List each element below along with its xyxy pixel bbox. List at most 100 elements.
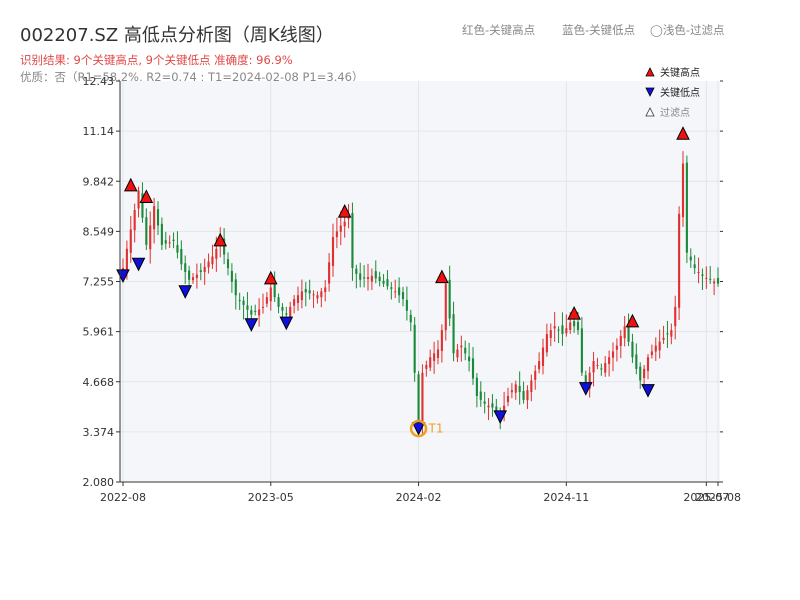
candle-body xyxy=(421,372,424,425)
candle-body xyxy=(238,300,241,302)
candle-body xyxy=(188,270,191,280)
candle-body xyxy=(456,349,459,358)
quality-summary: 优质：否（R1=58.2%, R2=0.74 ; T1=2024-02-08 P… xyxy=(20,70,364,84)
candle-body xyxy=(293,299,296,306)
candle-body xyxy=(153,206,156,230)
t1-label: T1 xyxy=(428,422,444,436)
candle-body xyxy=(670,330,673,337)
candles xyxy=(121,151,720,435)
key-high-marker xyxy=(625,313,640,328)
candle-body xyxy=(316,295,319,299)
candle-body xyxy=(569,322,572,331)
key-low-marker xyxy=(411,422,426,436)
candle-body xyxy=(596,364,599,366)
key-low-marker xyxy=(178,285,193,299)
candle-body xyxy=(697,272,700,274)
top-legend-filtered[interactable]: ◯浅色-过滤点 xyxy=(650,23,725,37)
candle-body xyxy=(265,297,268,304)
candle-body xyxy=(576,321,580,331)
candle-body xyxy=(312,294,315,296)
candle-body xyxy=(518,385,521,393)
candle-body xyxy=(573,321,576,327)
candle-body xyxy=(678,213,681,308)
candle-body xyxy=(514,384,517,393)
candle-body xyxy=(646,357,650,371)
candle-body xyxy=(510,390,513,393)
candle-body xyxy=(526,390,529,401)
legend-filtered-icon xyxy=(645,107,655,117)
candle-body xyxy=(230,270,233,282)
candle-body xyxy=(156,209,160,226)
legend-high-icon xyxy=(645,67,655,77)
candle-body xyxy=(530,380,533,393)
key-low-marker xyxy=(279,316,294,331)
x-tick-label: 2024-11 xyxy=(543,491,589,504)
candle-body xyxy=(211,256,214,265)
candle-body xyxy=(308,290,311,294)
candle-body xyxy=(370,275,373,282)
x-tick-label: 2025-07 xyxy=(683,491,729,504)
candle-body xyxy=(705,277,708,279)
candle-body xyxy=(324,287,327,292)
candle-body xyxy=(635,354,638,369)
y-tick-label: 12.43 xyxy=(83,75,115,88)
candle-body xyxy=(273,284,276,298)
candle-body xyxy=(160,223,163,245)
y-tick-label: 4.668 xyxy=(83,376,115,389)
candle-body xyxy=(674,306,677,327)
candle-body xyxy=(191,277,195,281)
candle-body xyxy=(433,353,436,361)
candle-body xyxy=(382,280,385,284)
candle-body xyxy=(685,162,688,253)
top-legend-high[interactable]: 红色-关键高点 xyxy=(462,23,536,37)
candle-body xyxy=(553,326,556,329)
candle-body xyxy=(359,273,362,280)
candle-body xyxy=(339,225,342,232)
candle-body xyxy=(195,274,198,279)
top-legend-low[interactable]: 蓝色-关键低点 xyxy=(562,23,636,37)
candle-body xyxy=(413,324,416,373)
candle-body xyxy=(281,306,284,311)
candle-body xyxy=(503,405,506,413)
candle-body xyxy=(374,271,377,279)
candle-body xyxy=(475,377,478,396)
candle-body xyxy=(355,268,358,274)
candle-body xyxy=(468,356,471,362)
key-high-marker xyxy=(123,177,138,192)
candle-body xyxy=(254,310,257,313)
candle-body xyxy=(172,239,175,242)
candle-body xyxy=(444,283,447,331)
candle-body xyxy=(137,190,140,209)
x-tick-label: 2024-02 xyxy=(396,491,442,504)
candle-body xyxy=(246,305,249,310)
result-summary: 识别结果: 9个关键高点, 9个关键低点 准确度: 96.9% xyxy=(20,53,293,67)
candle-body xyxy=(207,261,210,268)
candle-body xyxy=(226,259,230,269)
candle-body xyxy=(141,193,144,218)
candle-body xyxy=(234,279,237,296)
candle-body xyxy=(483,401,486,404)
key-high-marker xyxy=(567,305,581,320)
candle-body xyxy=(269,287,272,302)
key-low-marker xyxy=(578,382,593,396)
candle-body xyxy=(145,217,148,245)
candle-body xyxy=(347,217,350,219)
candle-body xyxy=(627,326,630,342)
candle-body xyxy=(328,262,331,284)
candle-body xyxy=(650,351,653,356)
candle-body xyxy=(258,309,261,316)
candle-body xyxy=(133,210,136,231)
candle-body xyxy=(689,256,692,261)
candle-body xyxy=(506,395,510,403)
candle-body xyxy=(716,278,720,284)
key-high-marker xyxy=(263,270,278,285)
y-tick-label: 2.080 xyxy=(83,476,115,489)
candle-body xyxy=(611,351,615,358)
candle-body xyxy=(615,345,618,350)
candle-body xyxy=(565,328,568,334)
candle-body xyxy=(584,375,587,385)
y-tick-label: 8.549 xyxy=(83,225,115,238)
candle-body xyxy=(658,341,661,351)
candle-body xyxy=(366,277,370,280)
